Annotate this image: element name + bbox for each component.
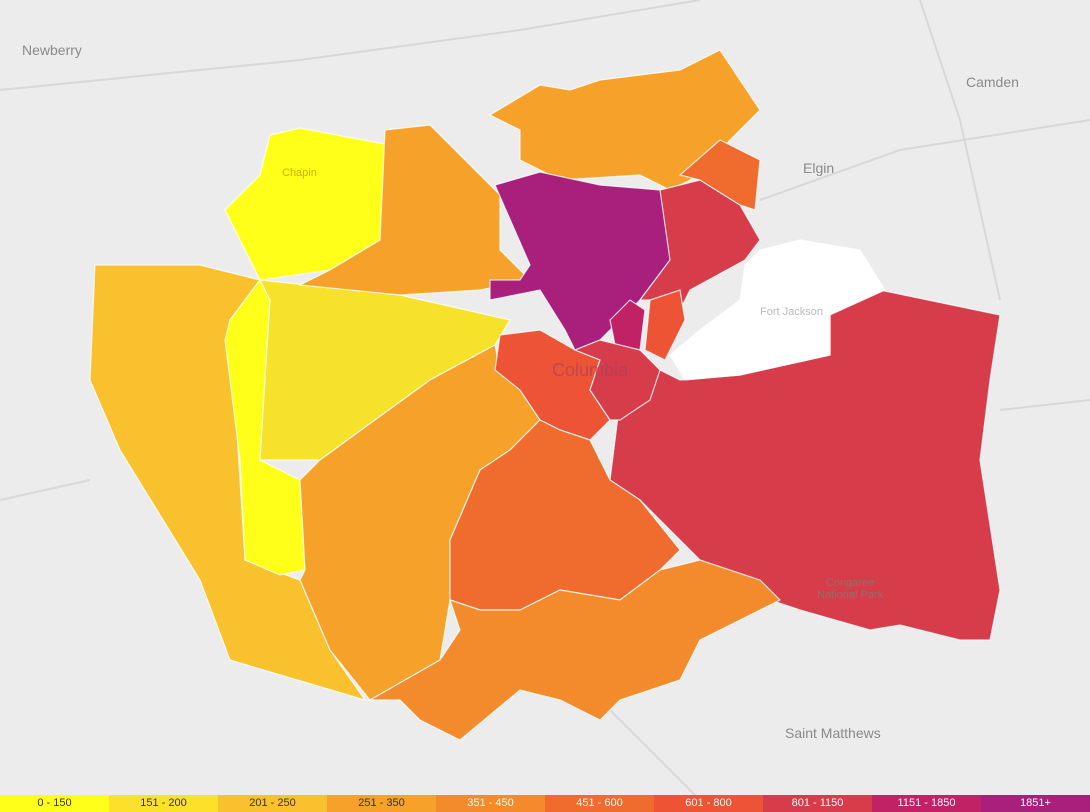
place-label: Newberry [22, 42, 82, 58]
legend-item: 251 - 350 [327, 795, 436, 812]
legend-item: 151 - 200 [109, 795, 218, 812]
place-label: Chapin [282, 167, 317, 179]
place-label: Elgin [803, 160, 835, 176]
legend-item: 451 - 600 [545, 795, 654, 812]
legend-item: 0 - 150 [0, 795, 109, 812]
place-label: Camden [966, 74, 1019, 90]
legend-item: 801 - 1150 [763, 795, 872, 812]
place-label: Columbia [552, 360, 629, 380]
legend-item: 601 - 800 [654, 795, 763, 812]
legend: 0 - 150 151 - 200 201 - 250 251 - 350 351 - … [0, 795, 1090, 812]
place-label: Fort Jackson [760, 306, 823, 318]
place-label: Congaree National Park [816, 577, 884, 601]
place-label: Saint Matthews [785, 725, 881, 741]
legend-item: 201 - 250 [218, 795, 327, 812]
regions [89, 49, 1001, 741]
legend-item: 1151 - 1850 [872, 795, 981, 812]
legend-item: 351 - 450 [436, 795, 545, 812]
legend-item: 1851+ [981, 795, 1090, 812]
